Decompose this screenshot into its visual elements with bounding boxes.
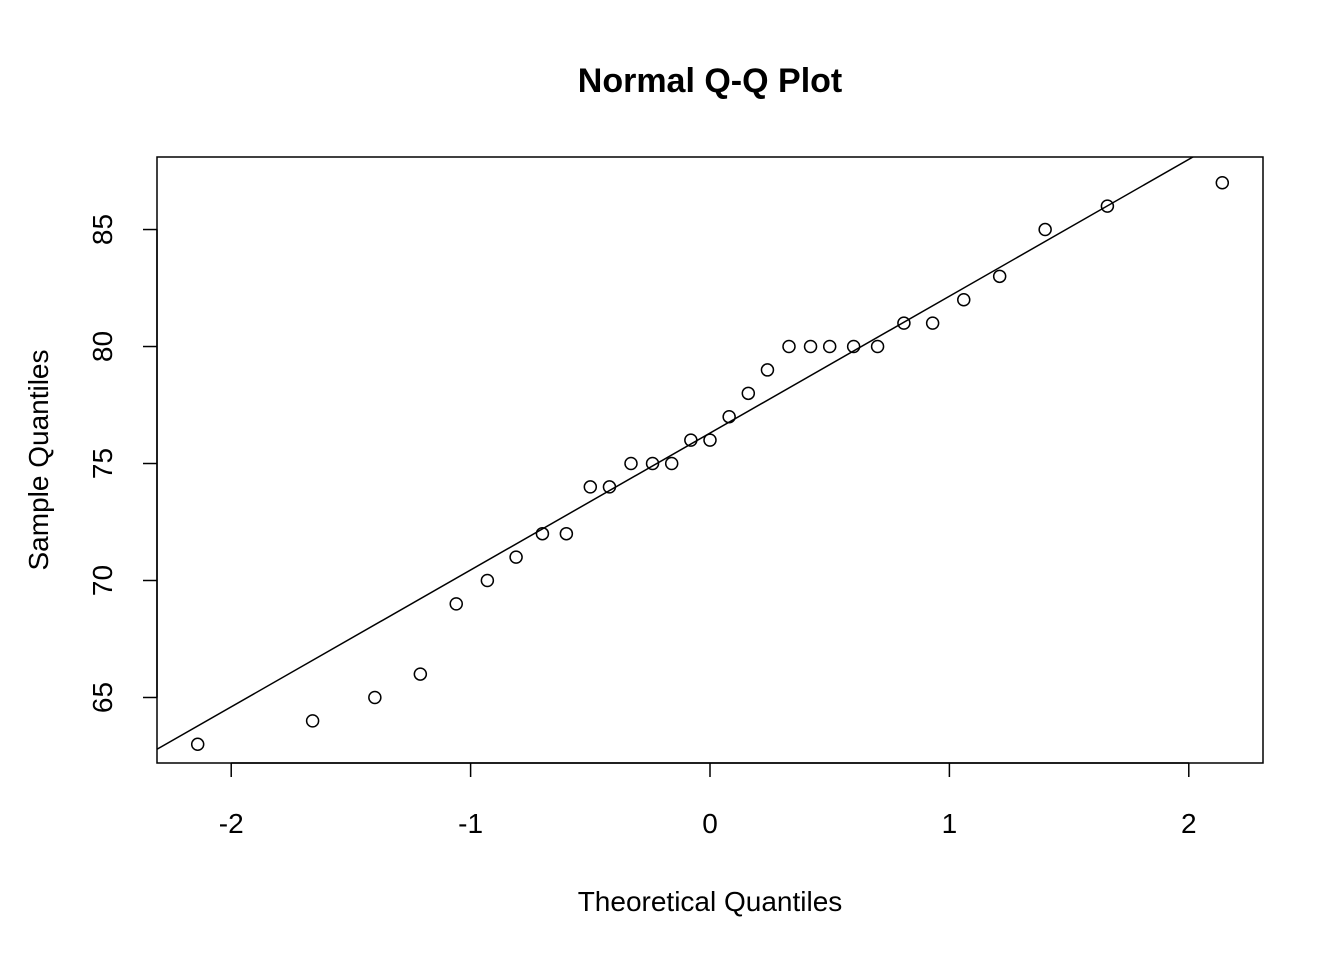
data-point [624, 456, 638, 471]
data-point [535, 526, 550, 541]
data-point [305, 714, 320, 728]
y-tick-label: 80 [87, 331, 118, 362]
x-tick-label: -1 [458, 808, 483, 839]
data-point [509, 550, 523, 564]
data-point [722, 409, 736, 424]
data-point [602, 480, 617, 494]
data-point [760, 363, 775, 377]
chart-title: Normal Q-Q Plot [578, 62, 842, 100]
data-point [413, 667, 428, 681]
data-point [684, 433, 698, 447]
y-tick-label: 75 [87, 448, 118, 479]
data-point [583, 480, 598, 494]
plot-frame [156, 156, 1264, 764]
data-layer [157, 157, 1230, 752]
qq-reference-line [157, 157, 1195, 750]
y-axis: 65 70 75 80 85 [87, 214, 158, 713]
data-point [1100, 199, 1115, 213]
data-point [664, 456, 679, 471]
data-point [480, 573, 495, 588]
x-axis-label: Theoretical Quantiles [578, 886, 843, 917]
data-point [190, 737, 205, 752]
y-tick-label: 70 [87, 565, 118, 596]
data-point [803, 339, 818, 354]
y-axis-label: Sample Quantiles [23, 349, 54, 570]
data-point [846, 339, 861, 354]
data-point [1038, 222, 1052, 237]
data-point [822, 339, 837, 354]
data-point [1215, 175, 1230, 190]
data-point [897, 316, 911, 330]
x-tick-label: -2 [219, 808, 244, 839]
data-point [559, 526, 574, 541]
data-point [782, 339, 796, 354]
y-tick-label: 65 [87, 682, 118, 713]
x-tick-label: 1 [942, 808, 958, 839]
data-point [368, 690, 382, 705]
data-point [449, 597, 463, 611]
data-point [992, 269, 1007, 284]
x-axis: -2 -1 0 1 2 [219, 762, 1197, 839]
x-tick-label: 2 [1181, 808, 1197, 839]
data-point [741, 386, 756, 401]
data-point [645, 456, 660, 471]
x-tick-label: 0 [702, 808, 718, 839]
data-point [870, 339, 885, 354]
y-tick-label: 85 [87, 214, 118, 245]
data-point [703, 433, 717, 447]
data-point [957, 292, 971, 307]
data-point [925, 316, 940, 330]
